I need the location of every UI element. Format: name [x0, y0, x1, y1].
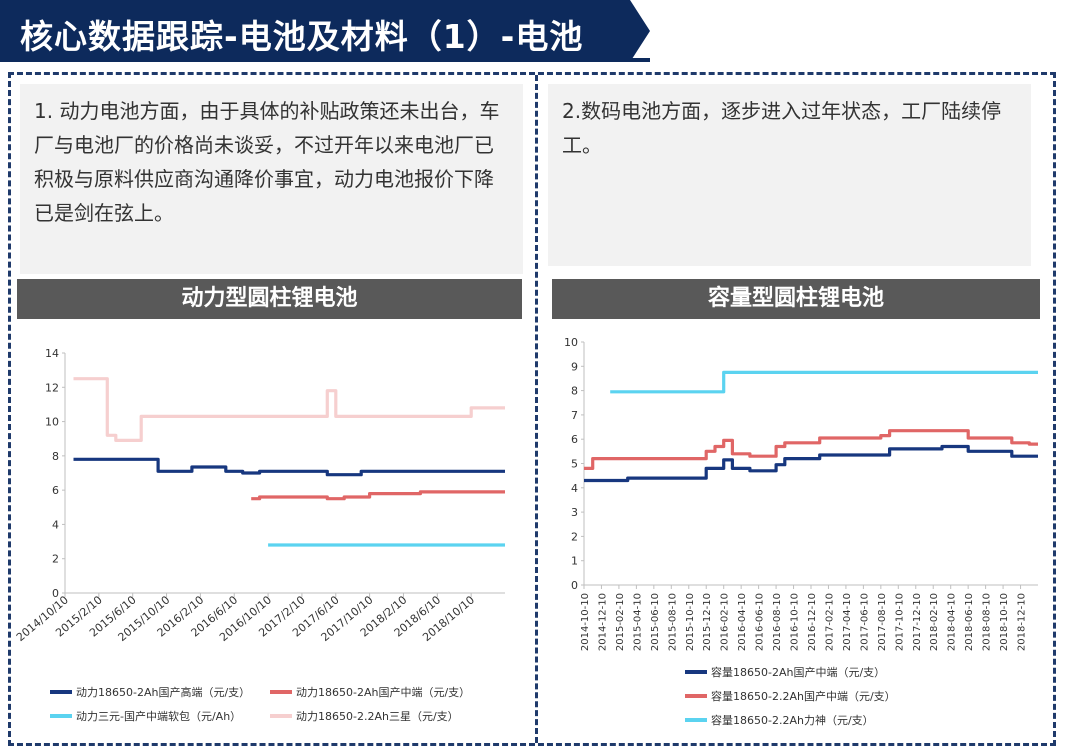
- x-tick-label: 2015-04-10: [632, 593, 643, 651]
- left-section-title: 动力型圆柱锂电池: [17, 279, 522, 319]
- legend-swatch: [270, 714, 292, 718]
- legend-item: 动力18650-2Ah国产中端（元/支）: [270, 684, 470, 700]
- banner-shape: [0, 0, 650, 62]
- legend-item: 容量18650-2.2Ah国产中端（元/支）: [685, 688, 896, 704]
- series-line-1: [584, 444, 1038, 483]
- x-tick-label: 2017-10-10: [894, 593, 905, 651]
- y-tick-label: 0: [52, 587, 59, 600]
- y-tick-label: 4: [571, 482, 578, 495]
- x-tick-label: 2016-02-10: [720, 593, 731, 651]
- x-tick-label: 2018-02-10: [929, 593, 940, 651]
- y-tick-label: 6: [52, 484, 59, 497]
- y-tick-label: 3: [571, 506, 578, 519]
- right-commentary-text: 2.数码电池方面，逐步进入过年状态，工厂陆续停工。: [562, 99, 1002, 157]
- x-tick-label: 2017-08-10: [877, 593, 888, 651]
- right-section-title: 容量型圆柱锂电池: [552, 279, 1040, 319]
- legend-label: 动力18650-2.2Ah三星（元/支）: [296, 710, 459, 723]
- legend-label: 动力18650-2Ah国产高端（元/支）: [76, 686, 251, 699]
- series-line-2: [251, 490, 505, 501]
- x-tick-label: 2016-12-10: [807, 593, 818, 651]
- x-tick-label: 2018-04-10: [947, 593, 958, 651]
- capacity-battery-chart: 0 1 2 3 4 5 6 7 8 9 10 2014-10-10 2014-12-10 2015-02-…: [564, 336, 1038, 651]
- y-tick-label: 5: [571, 458, 578, 471]
- x-tick-label: 2016-10-10: [790, 593, 801, 651]
- series-line-3: [610, 370, 1038, 394]
- power-chart-legend: 动力18650-2Ah国产高端（元/支） 动力18650-2Ah国产中端（元/支）…: [50, 684, 520, 734]
- x-tick-label: 2015-08-10: [667, 593, 678, 651]
- legend-swatch: [685, 670, 707, 674]
- legend-item: 容量18650-2.2Ah力神（元/支）: [685, 712, 874, 728]
- x-tick-label: 2015-06-10: [650, 593, 661, 651]
- y-tick-label: 6: [571, 433, 578, 446]
- x-tick-label: 2017-12-10: [912, 593, 923, 651]
- legend-item: 动力18650-2Ah国产高端（元/支）: [50, 684, 250, 700]
- y-tick-label: 12: [45, 381, 59, 394]
- left-commentary-text: 1. 动力电池方面，由于具体的补贴政策还未出台，车厂与电池厂的价格尚未谈妥，不过…: [34, 99, 500, 225]
- power-battery-chart: 024681012142014/10/102015/2/102015/6/102…: [15, 347, 505, 644]
- capacity-chart-legend: 容量18650-2Ah国产中端（元/支） 容量18650-2.2Ah国产中端（元/…: [685, 664, 1025, 734]
- legend-label: 容量18650-2.2Ah力神（元/支）: [711, 714, 874, 727]
- legend-swatch: [685, 694, 707, 698]
- legend-swatch: [685, 718, 707, 722]
- x-tick-label: 2014-10-10: [580, 593, 591, 651]
- x-tick-label: 2016-04-10: [737, 593, 748, 651]
- x-tick-label: 2017-02-10: [824, 593, 835, 651]
- y-tick-label: 2: [571, 530, 578, 543]
- x-tick-label: 2016-08-10: [772, 593, 783, 651]
- y-tick-label: 4: [52, 518, 59, 531]
- legend-swatch: [270, 690, 292, 694]
- x-tick-label: 2018-08-10: [982, 593, 993, 651]
- legend-label: 动力三元-国产中端软包（元/Ah）: [76, 710, 242, 723]
- content-frame: [8, 72, 1056, 746]
- y-tick-label: 10: [45, 416, 59, 429]
- legend-item: 动力三元-国产中端软包（元/Ah）: [50, 708, 241, 724]
- y-tick-label: 9: [571, 360, 578, 373]
- x-tick-label: 2018-10-10: [999, 593, 1010, 651]
- x-tick-label: 2017-04-10: [842, 593, 853, 651]
- y-tick-label: 8: [52, 450, 59, 463]
- y-tick-label: 1: [571, 555, 578, 568]
- x-tick-label: 2017-06-10: [859, 593, 870, 651]
- x-tick-label: 2015-10-10: [685, 593, 696, 651]
- legend-label: 容量18650-2.2Ah国产中端（元/支）: [711, 690, 896, 703]
- y-tick-label: 14: [45, 347, 59, 360]
- y-tick-label: 10: [564, 336, 578, 349]
- legend-label: 动力18650-2Ah国产中端（元/支）: [296, 686, 471, 699]
- legend-label: 容量18650-2Ah国产中端（元/支）: [711, 666, 886, 679]
- page-title: 核心数据跟踪-电池及材料（1）-电池: [20, 17, 584, 56]
- left-commentary: 1. 动力电池方面，由于具体的补贴政策还未出台，车厂与电池厂的价格尚未谈妥，不过…: [20, 84, 523, 274]
- x-tick-label: 2018-06-10: [964, 593, 975, 651]
- series-line-4: [73, 377, 505, 443]
- y-tick-label: 8: [571, 385, 578, 398]
- legend-item: 容量18650-2Ah国产中端（元/支）: [685, 664, 885, 680]
- x-tick-label: 2015-02-10: [615, 593, 626, 651]
- y-tick-label: 2: [52, 553, 59, 566]
- x-tick-label: 2018-12-10: [1017, 593, 1028, 651]
- series-line-2: [584, 429, 1038, 470]
- y-tick-label: 7: [571, 409, 578, 422]
- series-line-1: [73, 457, 505, 477]
- right-commentary: 2.数码电池方面，逐步进入过年状态，工厂陆续停工。: [548, 84, 1031, 266]
- header-banner: 核心数据跟踪-电池及材料（1）-电池: [0, 0, 650, 62]
- legend-swatch: [50, 714, 72, 718]
- legend-item: 动力18650-2.2Ah三星（元/支）: [270, 708, 459, 724]
- x-tick-label: 2016-06-10: [755, 593, 766, 651]
- y-tick-label: 0: [571, 579, 578, 592]
- x-tick-label: 2015-12-10: [702, 593, 713, 651]
- column-divider: [535, 75, 538, 743]
- x-tick-label: 2014-12-10: [597, 593, 608, 651]
- legend-swatch: [50, 690, 72, 694]
